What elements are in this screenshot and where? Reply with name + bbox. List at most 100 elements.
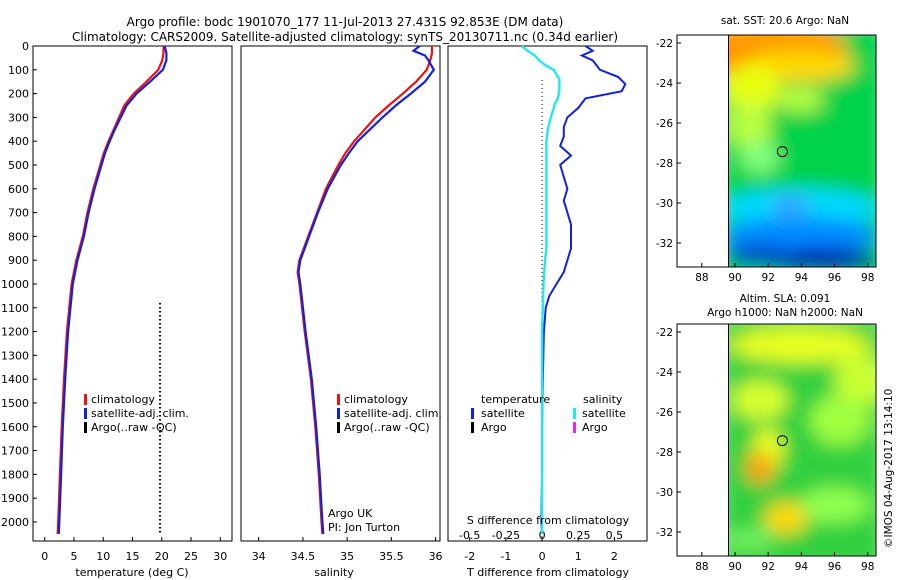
s-difference-tick-label: -0.25 [492,529,520,542]
latitude-tick-label: -26 [656,118,673,130]
depth-tick-label: 1200 [1,326,29,339]
temperature-satellite-line [57,45,168,534]
legend-swatch-climatology [337,394,340,405]
sla-map-frame [676,323,877,557]
difference-series [521,45,627,541]
sst-argo-location-marker [776,146,788,158]
salinity-panel: 34 34.5 35 35.5 36 salinity climatology sate… [240,45,443,579]
depth-tick-label: 1100 [1,302,29,315]
depth-tick-label: 700 [8,207,29,220]
salinity-satellite-line [297,45,436,534]
legend-swatch-argo [337,422,340,433]
difference-panel: -2 -1 0 1 2 -0.5 -0.25 0 0.25 0.5 S difference fr… [447,45,648,579]
temperature-climatology-line [56,46,165,534]
longitude-tick-label: 92 [762,272,775,284]
depth-tick-label: 900 [8,254,29,267]
t-difference-label: T difference from climatology [466,566,629,579]
temperature-tick-label: 5 [70,550,77,563]
latitude-tick-label: -30 [656,198,673,210]
legend-label-sal-satellite: satellite [582,407,626,420]
longitude-tick-label: 88 [695,272,708,284]
sla-map-title-1: Altim. SLA: 0.091 [740,293,831,305]
legend-swatch-satellite [84,408,87,419]
latitude-tick-label: -22 [656,327,673,339]
longitude-tick-label: 98 [861,272,874,284]
legend-label-climatology: climatology [344,393,408,406]
difference-tick-label: -1 [500,550,511,563]
sst-field [728,35,876,267]
sla-map-ticks: 88 90 92 94 96 98 -22 -24 -26 -28 -30 -32 [656,327,875,573]
difference-tick-label: 0 [539,550,546,563]
difference-legend: temperature satellite Argo salinity sate… [471,393,626,434]
salinity-tick-label: 36 [429,550,443,563]
sla-argo-location-marker [776,435,788,447]
difference-tick-label: 2 [611,550,618,563]
sla-field [728,324,876,556]
depth-tick-label: 800 [8,230,29,243]
legend-label-sal-argo: Argo [582,421,608,434]
longitude-tick-label: 90 [728,561,741,573]
sla-map-panel: Altim. SLA: 0.091 Argo h1000: NaN h2000:… [656,293,877,573]
legend-label-climatology: climatology [91,393,155,406]
legend-label-argo: Argo(..raw -QC) [91,421,177,434]
latitude-tick-label: -30 [656,487,673,499]
depth-tick-label: 400 [8,135,29,148]
latitude-tick-label: -24 [656,78,673,90]
longitude-tick-label: 92 [762,561,775,573]
depth-tick-label: 600 [8,183,29,196]
temperature-series [56,45,168,534]
latitude-tick-label: -26 [656,407,673,419]
salinity-tick-label: 34.5 [291,550,316,563]
depth-tick-label: 0 [22,40,29,53]
latitude-tick-label: -32 [656,527,673,539]
title-line-2: Climatology: CARS2009. Satellite-adjuste… [72,30,618,44]
longitude-tick-label: 94 [795,561,809,573]
depth-tick-label: 1000 [1,278,29,291]
latitude-tick-label: -24 [656,367,673,379]
legend-swatch-argo [84,422,87,433]
temperature-legend: climatology satellite-adj. clim. Argo(..… [84,393,189,434]
temperature-difference-line [540,45,627,534]
longitude-tick-label: 90 [728,272,741,284]
temperature-panel: 0100200300400500600700800900100011001200… [1,40,233,579]
depth-tick-label: 2000 [1,516,29,529]
temperature-axis-ticks: 0 5 10 15 20 25 30 [41,537,227,563]
latitude-tick-label: -22 [656,38,673,50]
longitude-tick-label: 96 [828,272,842,284]
title-line-1: Argo profile: bodc 1901070_177 11-Jul-20… [127,15,564,29]
temperature-tick-label: 30 [213,550,227,563]
temperature-tick-label: 20 [155,550,169,563]
longitude-tick-label: 98 [861,561,874,573]
temperature-tick-label: 25 [184,550,198,563]
s-difference-tick-label: -0.5 [459,529,480,542]
longitude-tick-label: 88 [695,561,708,573]
depth-tick-label: 300 [8,111,29,124]
salinity-tick-label: 35 [340,550,354,563]
salinity-legend: climatology satellite-adj. clim. Argo(..… [337,393,442,434]
s-difference-tick-label: 0.5 [606,529,624,542]
depth-tick-label: 1800 [1,468,29,481]
longitude-tick-label: 94 [795,272,809,284]
annotation-pi: PI: Jon Turton [328,521,400,534]
legend-swatch-sal-argo [573,422,576,433]
legend-label-satellite: satellite-adj. clim. [344,407,442,420]
temperature-tick-label: 10 [96,550,110,563]
sst-map-panel: sat. SST: 20.6 Argo: NaN 88 90 92 94 96 98 -22… [656,15,877,284]
depth-tick-label: 1900 [1,492,29,505]
annotation-argo-uk: Argo UK [328,507,373,520]
difference-axis-ticks: -2 -1 0 1 2 -0.5 -0.25 0 0.25 0.5 [459,529,623,563]
legend-swatch-temp-argo [471,422,474,433]
legend-swatch-satellite [337,408,340,419]
legend-label-temp-satellite: satellite [481,407,525,420]
sst-data-edge [728,35,729,267]
salinity-tick-label: 34 [252,550,266,563]
difference-tick-label: -2 [464,550,475,563]
legend-swatch-temp-satellite [471,408,474,419]
depth-tick-label: 1500 [1,397,29,410]
depth-tick-label: 1700 [1,445,29,458]
temperature-plot-frame [32,45,233,542]
latitude-tick-label: -28 [656,158,673,170]
salinity-plot-frame [240,45,441,542]
depth-axis-ticks: 0 100 200 300 400 500 600 700 800 900 1000 1100 1200… [1,40,37,529]
